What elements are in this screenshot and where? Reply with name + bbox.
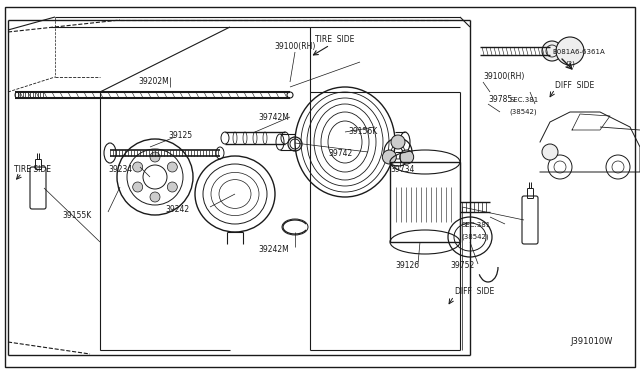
Text: 39156K: 39156K: [348, 128, 377, 137]
Text: DIFF  SIDE: DIFF SIDE: [555, 81, 595, 90]
Text: 39242M: 39242M: [258, 244, 289, 253]
Text: DIFF  SIDE: DIFF SIDE: [455, 288, 494, 296]
Text: 39734: 39734: [390, 164, 414, 173]
Text: 39752: 39752: [450, 262, 474, 270]
FancyBboxPatch shape: [522, 196, 538, 244]
Circle shape: [150, 152, 160, 162]
Text: 39242: 39242: [165, 205, 189, 214]
Text: 39155K: 39155K: [62, 211, 92, 219]
Text: J391010W: J391010W: [570, 337, 612, 346]
Text: 39742: 39742: [328, 150, 352, 158]
Text: 39202M: 39202M: [138, 77, 169, 87]
Circle shape: [150, 192, 160, 202]
Circle shape: [132, 162, 143, 172]
Text: TIRE SIDE: TIRE SIDE: [14, 166, 51, 174]
Text: 39234: 39234: [108, 164, 132, 173]
Text: (38542): (38542): [509, 109, 536, 115]
FancyBboxPatch shape: [30, 167, 46, 209]
Text: SEC.381: SEC.381: [462, 222, 492, 228]
Circle shape: [399, 150, 413, 164]
Text: 39742M: 39742M: [258, 112, 289, 122]
Circle shape: [391, 135, 405, 149]
Text: 39125: 39125: [168, 131, 192, 140]
Text: TIRE  SIDE: TIRE SIDE: [316, 35, 355, 45]
Text: B081A6-6361A: B081A6-6361A: [552, 49, 605, 55]
Circle shape: [382, 150, 396, 164]
Bar: [390, 162, 460, 242]
Text: (2): (2): [565, 61, 575, 67]
Circle shape: [542, 144, 558, 160]
Circle shape: [132, 182, 143, 192]
Text: SEC.381: SEC.381: [510, 97, 540, 103]
Text: 39100(RH): 39100(RH): [483, 73, 524, 81]
Text: (38542): (38542): [461, 234, 488, 240]
Circle shape: [167, 162, 177, 172]
Text: 39126: 39126: [395, 262, 419, 270]
Text: 39100(RH): 39100(RH): [275, 42, 316, 51]
Text: 39785: 39785: [488, 96, 512, 105]
Ellipse shape: [542, 41, 562, 61]
Ellipse shape: [556, 37, 584, 65]
Circle shape: [167, 182, 177, 192]
